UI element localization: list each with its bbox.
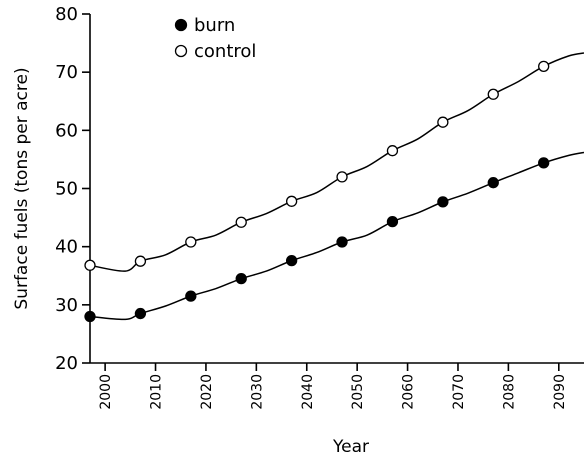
x-tick-label: 2040 [300, 374, 316, 410]
data-point-burn [285, 254, 298, 267]
y-tick-label: 40 [55, 237, 78, 258]
x-tick-label: 2050 [350, 374, 366, 410]
legend: burn control [174, 15, 256, 62]
data-point-control [185, 236, 197, 248]
data-point-control [134, 255, 147, 267]
x-tick-label: 2010 [149, 374, 165, 410]
data-point-burn [235, 273, 247, 285]
legend-label-burn: burn [194, 15, 235, 36]
data-point-control [235, 216, 247, 228]
legend-marker-burn [174, 18, 188, 32]
series-layer [84, 52, 584, 323]
x-tick-label: 2060 [401, 374, 417, 410]
data-point-control [487, 88, 499, 100]
series-line-control [89, 52, 584, 272]
data-point-control [84, 259, 96, 271]
data-point-burn [336, 236, 348, 248]
legend-marker-control [174, 44, 188, 58]
series-burn [84, 151, 584, 323]
y-tick-label: 30 [55, 295, 78, 316]
x-tick-label: 2080 [501, 374, 517, 410]
data-point-control [437, 116, 449, 128]
x-axis-label: Year [332, 437, 369, 457]
data-point-burn [538, 157, 550, 169]
data-point-control [386, 145, 399, 157]
data-point-burn [84, 310, 96, 323]
y-tick-label: 80 [55, 4, 78, 25]
data-point-burn [386, 216, 399, 228]
data-point-burn [487, 177, 499, 189]
series-control [84, 52, 584, 272]
y-axis-label: Surface fuels (tons per acre) [12, 67, 32, 309]
data-point-control [538, 60, 550, 72]
y-tick-label: 20 [55, 353, 78, 374]
x-tick-label: 2070 [451, 374, 467, 410]
y-tick-label: 60 [55, 120, 78, 141]
data-point-burn [134, 307, 147, 320]
data-point-burn [437, 196, 449, 208]
data-point-burn [185, 290, 197, 302]
data-point-control [285, 195, 298, 207]
y-tick-label: 70 [55, 62, 78, 83]
x-tick-label: 2030 [249, 374, 265, 410]
legend-label-control: control [194, 41, 256, 62]
x-tick-label: 2000 [98, 374, 114, 410]
data-point-control [336, 171, 348, 183]
y-tick-label: 50 [55, 179, 78, 200]
x-tick-label: 2020 [199, 374, 215, 410]
x-tick-label: 2090 [552, 374, 568, 410]
